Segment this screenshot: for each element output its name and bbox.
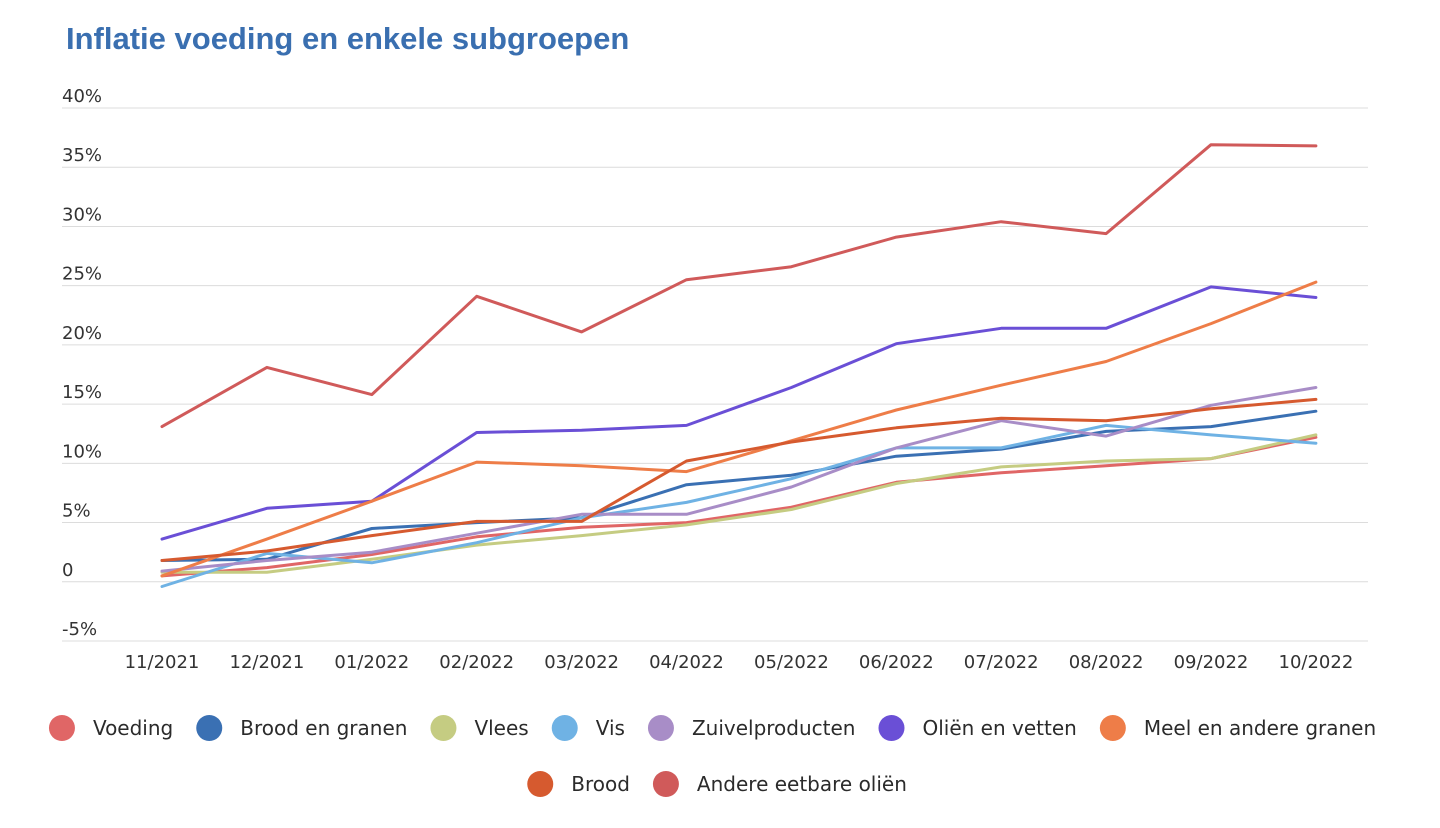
legend-item[interactable]: Andere eetbare oliën [652,771,907,797]
x-tick-label: 01/2022 [334,652,409,673]
legend-swatch-icon [527,771,554,797]
legend-label: Brood [571,772,630,796]
legend-label: Vlees [474,716,528,740]
chart-title: Inflatie voeding en enkele subgroepen [66,21,629,56]
legend-swatch-icon [551,715,578,741]
legend-label: Vis [596,716,625,740]
y-tick-label: -5% [62,619,97,640]
y-axis: 40% 35% 30% 25% 20% 15% 10% 5% 0 -5% [62,86,102,640]
legend-label: Brood en granen [240,716,407,740]
legend-swatch-icon [878,715,905,741]
series-line-zuivelproducten [160,386,1318,573]
y-tick-label: 15% [62,382,102,403]
x-tick-label: 09/2022 [1174,652,1249,673]
grid-layer [62,107,1368,642]
x-tick-label: 10/2022 [1279,652,1354,673]
series-line-brood [160,397,1318,562]
legend-item[interactable]: Meel en andere granen [1099,715,1376,741]
legend-swatch-icon [647,715,674,741]
x-tick-label: 06/2022 [859,652,934,673]
y-tick-label: 40% [62,86,102,107]
legend-swatch-icon [196,715,223,741]
x-tick-label: 05/2022 [754,652,829,673]
legend-item[interactable]: Vis [551,715,625,741]
x-tick-label: 02/2022 [439,652,514,673]
y-tick-label: 25% [62,264,102,285]
legend: Voeding Brood en granen Vlees Vis Zuivelprod… [48,715,1376,797]
series-line-brood-en-granen [160,409,1318,562]
legend-item[interactable]: Zuivelproducten [647,715,856,741]
y-tick-label: 20% [62,323,102,344]
x-tick-label: 07/2022 [964,652,1039,673]
series-line-voeding [160,435,1318,578]
legend-swatch-icon [430,715,457,741]
x-axis: 11/2021 12/2021 01/2022 02/2022 03/2022 04/20… [125,652,1354,673]
legend-item[interactable]: Voeding [48,715,173,741]
series-line-vis [160,423,1318,588]
legend-item[interactable]: Brood en granen [196,715,407,741]
x-tick-label: 11/2021 [125,652,200,673]
y-tick-label: 30% [62,204,102,225]
y-tick-label: 0 [62,560,73,581]
series-layer [160,143,1318,588]
legend-item[interactable]: Brood [527,771,630,797]
x-tick-label: 04/2022 [649,652,724,673]
legend-swatch-icon [652,771,679,797]
series-line-oli-n-en-vetten [160,285,1318,541]
legend-swatch-icon [48,715,75,741]
x-tick-label: 08/2022 [1069,652,1144,673]
legend-label: Andere eetbare oliën [697,772,907,796]
legend-swatch-icon [1099,715,1126,741]
y-tick-label: 5% [62,501,91,522]
legend-item[interactable]: Vlees [430,715,529,741]
x-tick-label: 12/2021 [230,652,305,673]
legend-item[interactable]: Oliën en vetten [878,715,1077,741]
series-line-andere-eetbare-oli-n [160,143,1318,429]
legend-label: Meel en andere granen [1144,716,1376,740]
x-tick-label: 03/2022 [544,652,619,673]
y-tick-label: 10% [62,441,102,462]
legend-label: Oliën en vetten [922,716,1076,740]
legend-label: Zuivelproducten [692,716,856,740]
series-line-meel-en-andere-granen [160,280,1318,578]
y-tick-label: 35% [62,145,102,166]
legend-label: Voeding [93,716,173,740]
